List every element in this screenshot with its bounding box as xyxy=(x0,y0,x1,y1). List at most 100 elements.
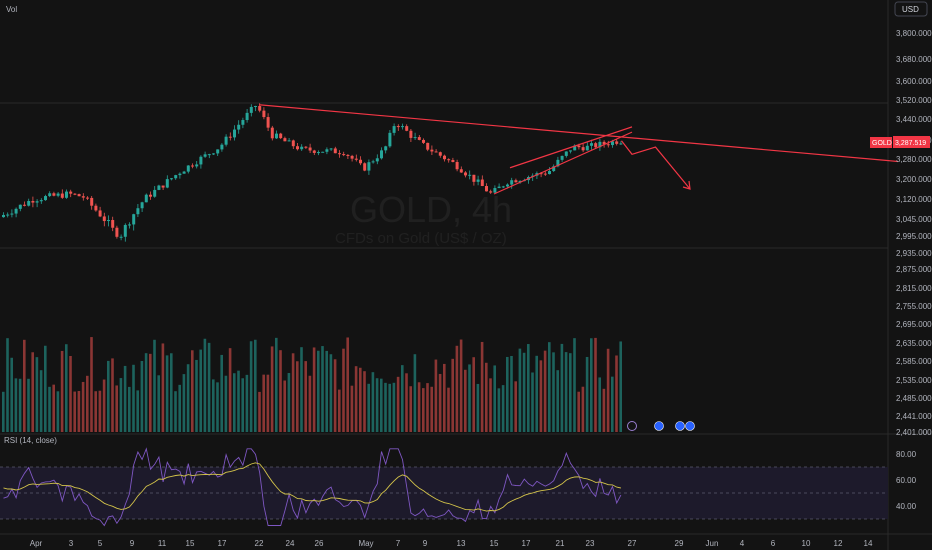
volume-bar xyxy=(396,376,400,432)
candle-body xyxy=(367,162,371,171)
candle-body xyxy=(73,193,77,195)
volume-bar xyxy=(363,371,366,432)
volume-bar xyxy=(77,391,81,432)
volume-bar xyxy=(426,383,429,432)
candle-body xyxy=(60,193,64,198)
channel-lower[interactable] xyxy=(493,131,633,195)
volume-bar xyxy=(153,339,156,432)
volume-bar xyxy=(543,350,547,432)
candle-body xyxy=(371,161,375,163)
candle-body xyxy=(157,185,161,190)
time-axis-tick: 9 xyxy=(423,539,428,548)
candle-body xyxy=(350,155,354,159)
candle-body xyxy=(430,149,434,152)
candle-body xyxy=(333,148,337,154)
volume-bar xyxy=(27,378,30,432)
volume-bar xyxy=(262,374,265,432)
volume-bar xyxy=(384,382,387,432)
projection-arrow[interactable] xyxy=(621,140,691,190)
candle-body xyxy=(56,193,60,196)
volume-bar xyxy=(434,359,438,432)
volume-bar xyxy=(39,370,43,432)
volume-bar xyxy=(123,365,127,432)
candle-body xyxy=(514,180,518,183)
candle-body xyxy=(489,191,493,193)
volume-bar xyxy=(493,365,496,432)
candle-body xyxy=(14,208,18,214)
candle-body xyxy=(577,145,581,148)
candle-body xyxy=(249,106,253,113)
candle-body xyxy=(539,173,543,175)
volume-bar xyxy=(367,383,370,432)
candle-body xyxy=(501,186,505,188)
volume-bar xyxy=(598,377,601,432)
candle-body xyxy=(409,130,413,138)
candle-body xyxy=(161,185,165,188)
volume-bar xyxy=(317,350,320,432)
candle-body xyxy=(606,144,610,146)
candle-body xyxy=(594,143,598,148)
candle-body xyxy=(224,136,228,145)
volume-bar xyxy=(518,348,522,432)
candle-body xyxy=(615,141,619,144)
volume-bar xyxy=(228,348,232,432)
volume-bar xyxy=(359,367,362,432)
time-axis-tick: 23 xyxy=(586,539,595,548)
volume-bar xyxy=(480,341,484,432)
candle-body xyxy=(312,150,316,153)
volume-bar xyxy=(510,355,513,432)
candle-body xyxy=(380,150,383,159)
volume-bar xyxy=(300,347,303,432)
candle-body xyxy=(44,196,47,201)
candle-body xyxy=(119,236,123,238)
watermark-symbol: GOLD, 4h xyxy=(350,189,512,230)
volume-bar xyxy=(199,349,202,432)
volume-bar xyxy=(590,338,593,432)
trend-drawings[interactable] xyxy=(258,104,899,195)
volume-bar xyxy=(115,385,118,432)
volume-bar xyxy=(472,357,475,432)
candle-body xyxy=(149,194,152,197)
candle-body xyxy=(182,171,186,174)
time-axis-tick: 17 xyxy=(218,539,227,548)
time-axis-tick: Jun xyxy=(706,539,719,548)
volume-bar xyxy=(52,384,55,432)
volume-bar xyxy=(207,342,211,432)
price-axis-tick: 3,120.000 xyxy=(896,195,932,204)
channel-upper[interactable] xyxy=(509,126,633,169)
volume-bar xyxy=(514,381,517,432)
candlesticks xyxy=(2,103,623,242)
candle-body xyxy=(174,175,178,179)
volume-bar xyxy=(170,353,173,432)
trendline[interactable] xyxy=(258,104,899,163)
volume-bar xyxy=(531,372,534,432)
volume-bar xyxy=(594,337,597,432)
volume-bar xyxy=(144,353,148,432)
candle-body xyxy=(476,179,480,182)
volume-bar xyxy=(304,361,307,432)
candle-body xyxy=(342,154,346,156)
candle-body xyxy=(556,159,560,167)
candle-body xyxy=(581,147,585,151)
time-axis-tick: 22 xyxy=(255,539,264,548)
event-icon-flag-us-2[interactable] xyxy=(675,421,685,431)
candle-body xyxy=(493,188,497,193)
candle-body xyxy=(317,152,320,154)
candle-body xyxy=(296,146,299,150)
time-axis-tick: 26 xyxy=(315,539,324,548)
event-icon-flag-us-1[interactable] xyxy=(654,421,664,431)
candle-body xyxy=(472,174,476,182)
volume-bar xyxy=(552,352,555,432)
event-icon-flag-us-3[interactable] xyxy=(685,421,695,431)
candle-body xyxy=(569,150,572,152)
volume-bar xyxy=(581,386,585,432)
candle-body xyxy=(459,169,463,173)
price-tag-symbol-box xyxy=(870,137,892,148)
candle-body xyxy=(220,144,224,150)
currency-button[interactable] xyxy=(894,1,928,17)
candle-body xyxy=(258,106,262,111)
volume-bar xyxy=(527,344,530,432)
event-icon-flash[interactable] xyxy=(627,421,637,431)
candle-body xyxy=(497,186,501,189)
